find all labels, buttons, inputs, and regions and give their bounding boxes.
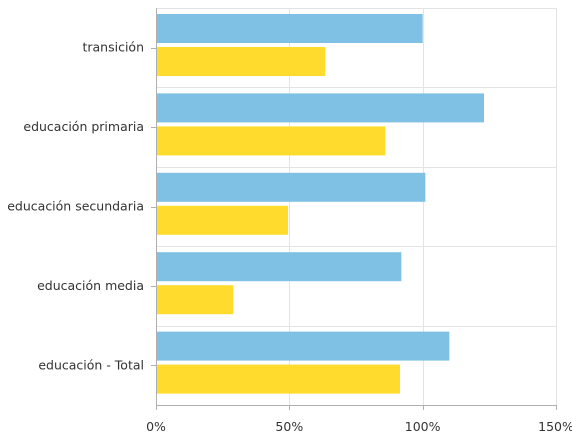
bar-series1-1 xyxy=(156,93,484,123)
bar-series2-1 xyxy=(156,126,386,156)
bar-series2-0 xyxy=(156,47,326,76)
bar-series2-3 xyxy=(156,285,234,315)
x-tick-label-1: 50% xyxy=(275,419,303,434)
category-label-4: educación - Total xyxy=(38,357,144,372)
x-tick-label-0: 0% xyxy=(146,419,166,434)
category-label-0: transición xyxy=(82,40,144,55)
x-tick-label-2: 100% xyxy=(405,419,441,434)
bar-series1-0 xyxy=(156,14,423,43)
category-label-2: educación secundaria xyxy=(7,199,144,214)
category-label-1: educación primaria xyxy=(23,119,144,134)
category-labels: transición educación primaria educación se… xyxy=(7,40,144,373)
bars xyxy=(156,14,484,394)
bar-series1-4 xyxy=(156,331,450,361)
bar-series1-3 xyxy=(156,252,402,282)
axes xyxy=(151,8,557,410)
x-tick-labels: 0% 50% 100% 150% xyxy=(146,419,572,434)
x-tick-label-3: 150% xyxy=(538,419,572,434)
category-label-3: educación media xyxy=(37,278,144,293)
bar-series2-2 xyxy=(156,205,288,235)
category-separators xyxy=(156,87,556,327)
bar-series2-4 xyxy=(156,364,400,394)
bar-series1-2 xyxy=(156,172,426,202)
